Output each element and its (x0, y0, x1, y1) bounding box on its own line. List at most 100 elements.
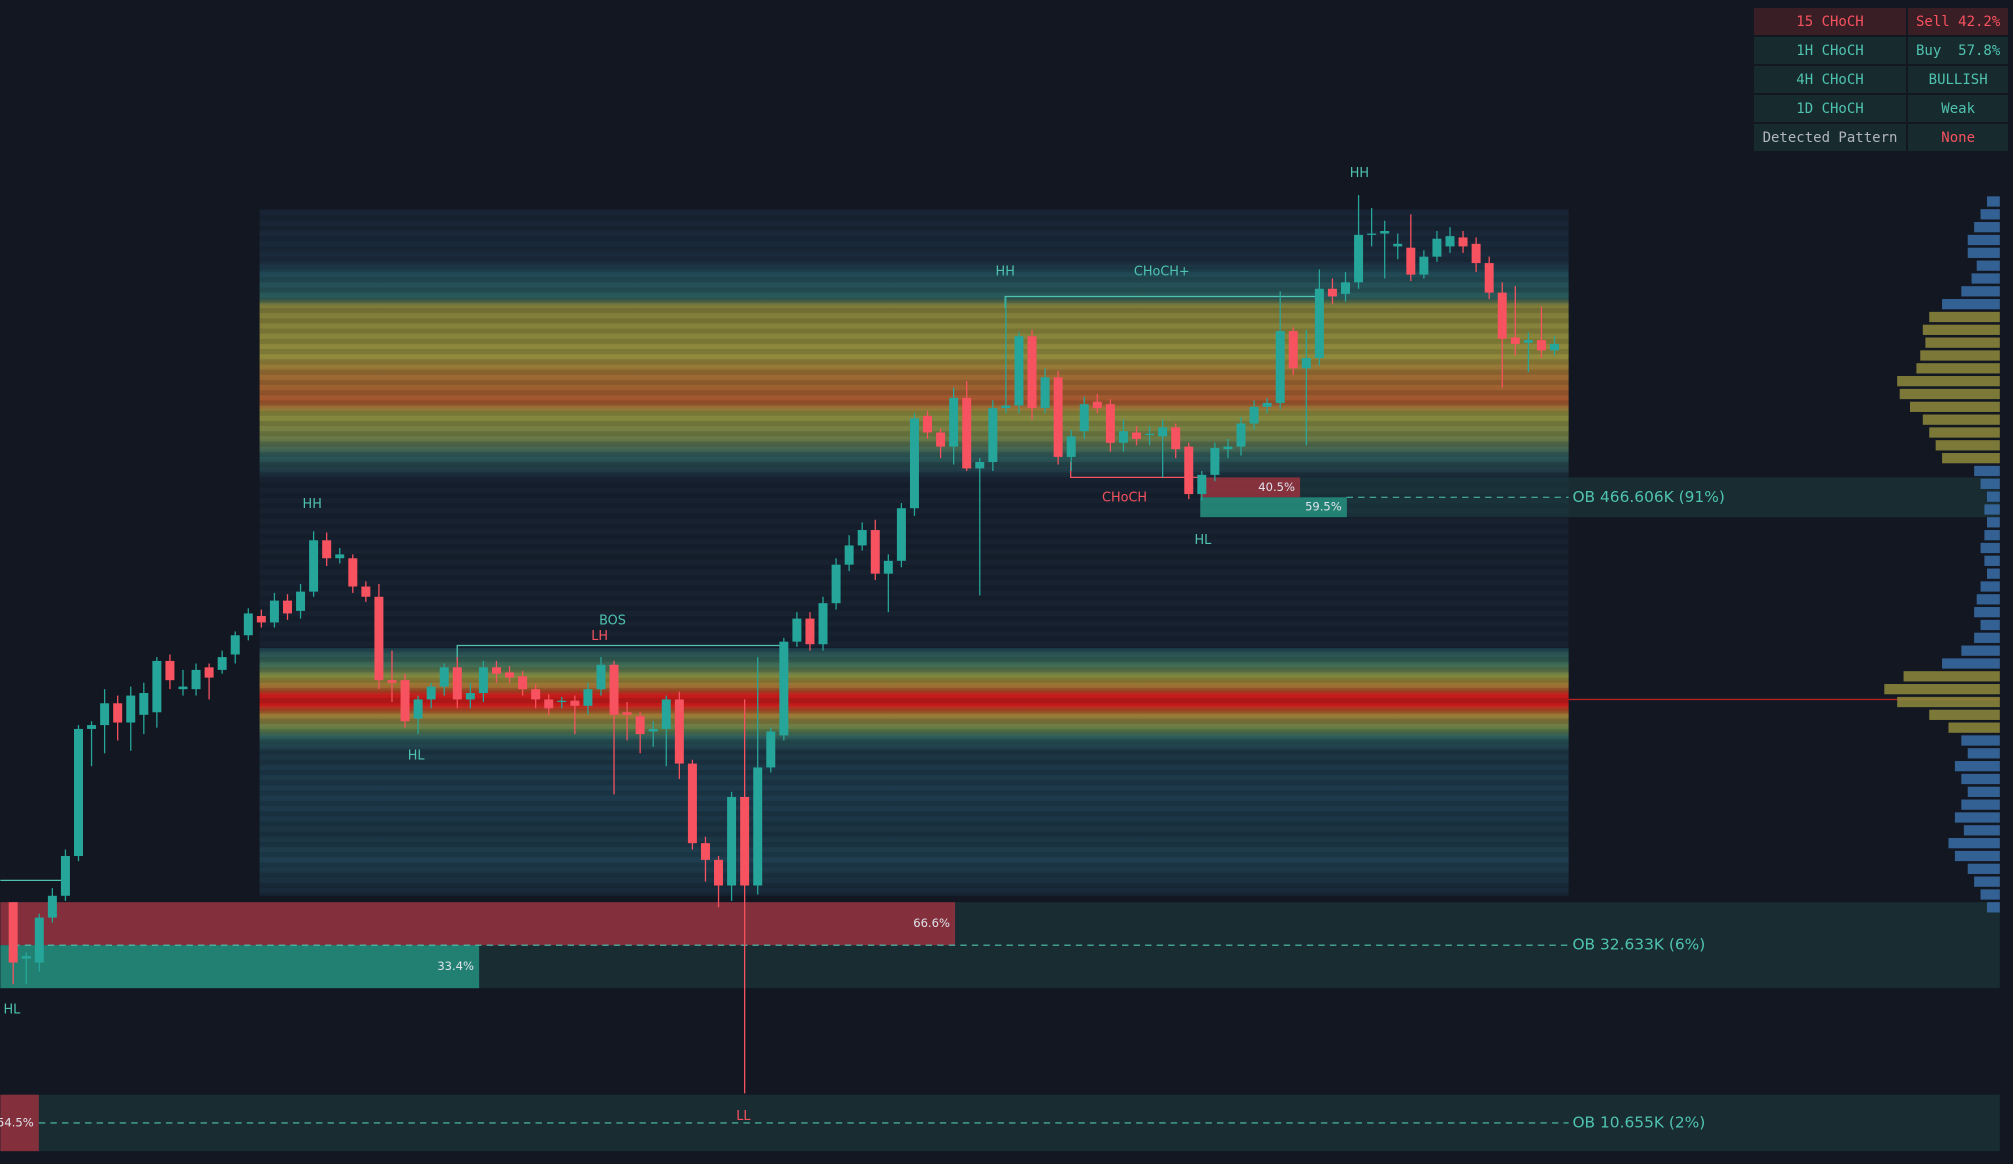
candle-body (1158, 427, 1168, 437)
candle-body (1171, 427, 1181, 450)
candle-body (687, 763, 697, 844)
profile-bar (1922, 414, 2000, 425)
candle-body (322, 540, 332, 559)
candle-body (1027, 336, 1037, 409)
candle-body (622, 712, 632, 715)
order-block-percent: 54.5% (0, 1115, 34, 1129)
profile-bar (1884, 684, 2000, 695)
candle-body (1236, 423, 1246, 447)
profile-bar (1903, 671, 2000, 682)
profile-bar (1986, 902, 2000, 913)
table-row: 1D CHoCH Weak (1754, 95, 2009, 122)
profile-bar (1925, 337, 2000, 348)
order-block-bar (0, 902, 956, 946)
candle-body (1145, 433, 1155, 436)
candle-body (1354, 234, 1364, 283)
candle-body (8, 902, 18, 963)
candle-body (439, 667, 449, 687)
candle-body (505, 672, 515, 678)
candle-body (1341, 282, 1350, 294)
candle-body (1132, 432, 1142, 439)
candle-body (844, 545, 854, 565)
profile-bar (1980, 889, 2000, 900)
candle-body (596, 664, 606, 690)
heat-stripes (259, 209, 1569, 896)
profile-bar (1967, 863, 2000, 874)
order-block-percent: 40.5% (1258, 480, 1295, 494)
candle-body (936, 432, 946, 447)
profile-bar (1986, 491, 2000, 502)
order-block-percent: 33.4% (437, 959, 474, 973)
profile-bar (1942, 453, 2000, 464)
candle-body (635, 716, 645, 735)
candle-body (727, 796, 737, 886)
profile-bar (1976, 594, 2000, 605)
candle-body (805, 618, 815, 645)
candle-body (296, 591, 306, 611)
structure-label: HL (408, 748, 426, 763)
candle-body (491, 667, 501, 674)
candle-body (661, 699, 671, 729)
candle-body (714, 859, 724, 886)
candle-body (962, 397, 972, 469)
candle-body (1432, 238, 1442, 257)
candle-body (1001, 405, 1011, 409)
table-cell: 15 CHoCH (1754, 8, 1906, 35)
candle-body (1184, 446, 1194, 495)
profile-bar (1986, 568, 2000, 579)
profile-bar (1980, 581, 2000, 592)
candle-body (700, 843, 710, 860)
structure-label: BOS (599, 614, 626, 629)
candle-body (1458, 237, 1468, 247)
structure-label: HL (1194, 533, 1212, 548)
candle-body (609, 664, 619, 715)
candle-body (413, 699, 423, 719)
structure-label: CHoCH+ (1134, 265, 1190, 280)
bos-line (456, 644, 786, 661)
candle-body (1079, 404, 1089, 432)
table-cell: 1H CHoCH (1754, 37, 1906, 64)
profile-bar (1961, 645, 2000, 656)
candle-body (1484, 263, 1494, 293)
profile-bar (1929, 311, 2000, 323)
structure-label: HH (1350, 166, 1369, 181)
candle-body (557, 700, 567, 702)
profile-bar (1986, 196, 2000, 207)
candle-body (74, 728, 83, 856)
candle-body (60, 855, 70, 896)
candle-body (1393, 243, 1403, 247)
candle-body (753, 767, 763, 886)
table-cell: 1D CHoCH (1754, 95, 1906, 122)
profile-bar (1929, 427, 2000, 438)
candle-body (1053, 377, 1063, 457)
profile-bar (1984, 555, 2000, 566)
profile-bar (1948, 722, 2000, 733)
candle-body (1249, 406, 1259, 424)
candle-body (1367, 233, 1377, 235)
candle-body (230, 635, 240, 655)
candle-body (100, 703, 110, 726)
order-block-percent: 59.5% (1305, 500, 1342, 514)
table-row: Detected Pattern None (1754, 124, 2009, 151)
candle-body (21, 956, 31, 959)
candle-body (1380, 231, 1390, 234)
profile-bar (1954, 761, 2000, 772)
candle-body (465, 693, 475, 700)
profile-bar (1980, 478, 2000, 489)
order-block-percent: 66.6% (913, 916, 950, 930)
candle-body (583, 689, 593, 706)
candle-body (361, 586, 371, 597)
profile-bar (1967, 247, 2000, 258)
candle-body (309, 540, 319, 592)
candle-body (544, 699, 554, 709)
structure-label: LL (736, 1109, 751, 1124)
candle-body (478, 667, 488, 694)
candle-body (883, 560, 893, 574)
profile-bar (1942, 299, 2000, 310)
candle-body (113, 703, 123, 723)
profile-bar (1984, 504, 2000, 515)
candle-body (831, 564, 841, 604)
candle-body (387, 680, 397, 683)
candle-body (1419, 256, 1429, 275)
